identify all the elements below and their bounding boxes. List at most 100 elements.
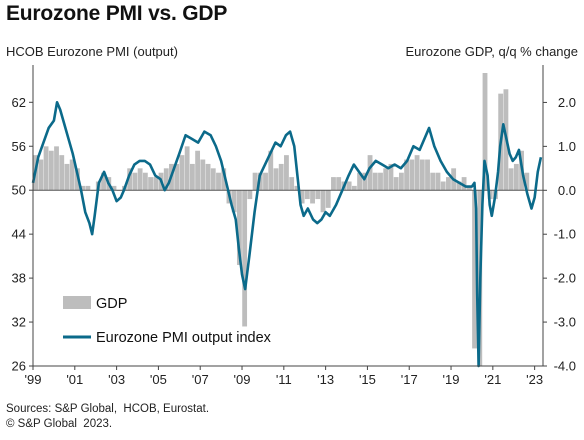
gdp-bar [210, 168, 216, 191]
chart-title: Eurozone PMI vs. GDP [6, 2, 228, 25]
gdp-bar [461, 177, 467, 191]
right-tick-labels: 2.0 1.0 0.0 -1.0 -2.0 -3.0 -4.0 [543, 95, 576, 374]
gdp-bar [174, 163, 180, 191]
gdp-bar [38, 159, 44, 191]
gdp-bar [482, 73, 488, 191]
gdp-bar [247, 190, 253, 200]
legend-gdp-label: GDP [96, 296, 127, 312]
gdp-bar [331, 177, 336, 191]
gdp-bar [137, 168, 143, 191]
left-tick-label: 26 [12, 359, 26, 374]
gdp-bar [419, 159, 425, 191]
gdp-bar [409, 159, 415, 191]
gdp-bar [456, 181, 462, 191]
gdp-bar [268, 150, 274, 191]
gdp-bar [357, 172, 363, 191]
gdp-bars [33, 73, 540, 366]
gdp-bar [142, 172, 148, 191]
gdp-bar [205, 163, 211, 191]
gdp-bar [132, 172, 138, 191]
left-tick-labels: 62 56 50 44 38 32 26 [12, 95, 33, 374]
x-tick-label: '21 [484, 372, 501, 387]
gdp-bar [289, 177, 295, 191]
right-tick-label: -4.0 [554, 359, 576, 374]
gdp-bar [101, 172, 106, 191]
gdp-bar [299, 190, 305, 204]
left-tick-label: 62 [12, 95, 26, 110]
gdp-bar [236, 190, 242, 265]
footer: Sources: S&P Global, HCOB, Eurostat. © S… [6, 402, 209, 432]
x-tick-label: '17 [401, 372, 418, 387]
x-tick-label: '99 [25, 372, 42, 387]
gdp-bar [221, 168, 227, 191]
gdp-bar [351, 185, 357, 191]
gdp-bar [257, 172, 263, 191]
x-tick-label: '07 [192, 372, 209, 387]
left-tick-label: 56 [12, 139, 26, 154]
x-tick-labels: '99 '01 '03 '05 '07 '09 '11 '13 '15 '17 '19 '21 '23 [25, 366, 543, 387]
gdp-bar [362, 172, 368, 191]
gdp-bar [430, 172, 436, 191]
gdp-bar [200, 159, 206, 191]
right-tick-label: -3.0 [554, 315, 576, 330]
legend-pmi-label: Eurozone PMI output index [96, 330, 272, 346]
right-tick-label: -2.0 [554, 271, 576, 286]
left-tick-label: 32 [12, 315, 26, 330]
gdp-bar [310, 190, 315, 204]
x-tick-label: '23 [526, 372, 543, 387]
pmi-line-layer [31, 101, 543, 368]
pmi-line [31, 101, 543, 368]
gdp-bar [195, 150, 201, 191]
gdp-bar [242, 190, 248, 327]
gdp-bar [294, 185, 300, 191]
gdp-bar [383, 168, 389, 191]
x-tick-label: '09 [234, 372, 251, 387]
x-tick-label: '03 [108, 372, 125, 387]
gdp-bar [284, 155, 289, 191]
gdp-bar [398, 172, 404, 191]
gdp-bar [54, 146, 59, 191]
gdp-bar [325, 190, 331, 208]
gdp-bar [425, 159, 430, 191]
gdp-bar [372, 172, 378, 191]
gdp-bar [64, 163, 70, 191]
gdp-bar [69, 159, 75, 191]
gdp-bar [59, 155, 65, 191]
gdp-bar [393, 177, 399, 191]
gdp-bar [513, 163, 519, 191]
gdp-bar [440, 181, 446, 191]
gdp-bar [508, 168, 514, 191]
left-tick-label: 50 [12, 183, 26, 198]
gdp-bar [216, 172, 221, 191]
gdp-bar [367, 155, 373, 191]
right-tick-label: 0.0 [558, 183, 576, 198]
gdp-bar [127, 168, 133, 191]
gdp-bar [472, 190, 477, 349]
x-tick-label: '15 [359, 372, 376, 387]
gdp-bar [404, 159, 410, 191]
x-tick-label: '19 [443, 372, 460, 387]
right-axis-label: Eurozone GDP, q/q % change [405, 44, 579, 59]
gdp-bar [388, 163, 394, 191]
gdp-bar [189, 163, 195, 191]
axes [32, 65, 544, 367]
right-tick-label: 2.0 [558, 95, 576, 110]
left-tick-label: 38 [12, 271, 26, 286]
gdp-bar [378, 172, 383, 191]
gdp-bar [148, 177, 153, 191]
gdp-bar [48, 150, 54, 191]
x-tick-label: '13 [317, 372, 334, 387]
gdp-bar [85, 185, 91, 191]
gdp-bar [336, 177, 342, 191]
gdp-bar [320, 190, 326, 213]
gdp-bar [80, 185, 86, 191]
gdp-bar [163, 168, 169, 191]
copyright-note: © S&P Global 2023. [6, 418, 113, 430]
right-tick-label: 1.0 [558, 139, 576, 154]
x-tick-label: '01 [66, 372, 83, 387]
gdp-bar [346, 181, 352, 191]
gdp-bar [446, 177, 451, 191]
gdp-bar [466, 185, 472, 191]
gdp-bar [315, 190, 321, 200]
